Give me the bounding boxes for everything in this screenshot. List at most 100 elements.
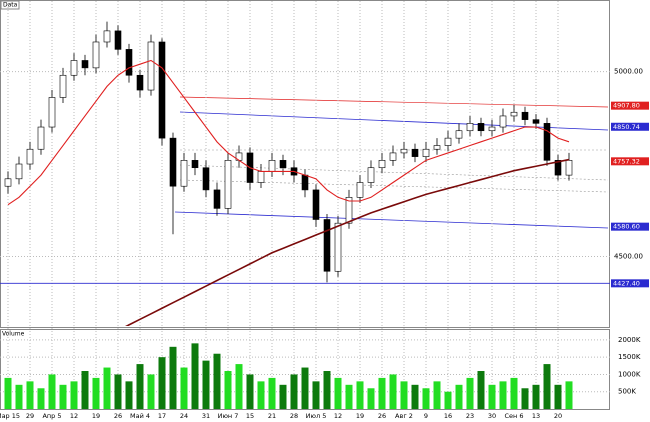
candle-body (48, 97, 56, 128)
volume-panel (0, 329, 610, 410)
volume-bar (455, 384, 463, 409)
x-tick-label: Июн 7 (218, 412, 239, 420)
candle-body (334, 222, 342, 272)
volume-bar (543, 364, 551, 409)
x-tick-label: 31 (202, 412, 210, 420)
volume-bar (224, 371, 232, 409)
candle-body (389, 152, 397, 161)
candle-body (378, 160, 386, 169)
moving-average (7, 59, 570, 206)
volume-bar (103, 367, 111, 409)
moving-average (125, 158, 570, 326)
level-label: 4850.74 (613, 123, 640, 131)
candle-body (356, 182, 364, 198)
x-tick-label: 23 (466, 412, 474, 420)
volume-bar (246, 374, 254, 409)
candle-body (202, 167, 210, 191)
volume-bar (235, 364, 243, 409)
candle-body (554, 160, 562, 176)
volume-bar (70, 381, 78, 409)
candle-body (400, 148, 408, 154)
candle-body (510, 111, 518, 117)
volume-bar (81, 371, 89, 409)
candle-body (312, 189, 320, 220)
price-plot (4, 21, 573, 326)
volume-bar (257, 381, 265, 409)
volume-bar (477, 371, 485, 409)
x-tick-label: Апр 5 (42, 412, 61, 420)
trendline (179, 179, 609, 193)
x-tick-label: 19 (92, 412, 100, 420)
candle-body (224, 160, 232, 209)
volume-bar (532, 384, 540, 409)
candle-body (191, 160, 199, 169)
x-tick-label: 9 (424, 412, 428, 420)
candle-body (279, 160, 287, 169)
volume-label: Volume (2, 331, 25, 338)
volume-bar (59, 384, 67, 409)
level-label: 4907.80 (613, 102, 640, 110)
candle-body (103, 30, 111, 43)
candle-body (433, 145, 441, 150)
volume-bar (400, 381, 408, 409)
x-tick-label: 20 (554, 412, 562, 420)
candle-body (466, 123, 474, 132)
y-tick-label: 1500K (618, 353, 641, 361)
volume-bar (4, 377, 12, 409)
candle-body (444, 137, 452, 146)
x-tick-label: 28 (290, 412, 298, 420)
candle-body (158, 41, 166, 139)
x-tick-label: 12 (70, 412, 78, 420)
x-tick-label: 21 (268, 412, 276, 420)
level-label: 4427.40 (613, 279, 640, 287)
volume-bar (323, 371, 331, 409)
candle-body (565, 160, 573, 176)
volume-bar (191, 343, 199, 409)
trendline (179, 96, 609, 108)
candle-body (268, 160, 276, 172)
candle-body (532, 119, 540, 124)
level-box (611, 101, 649, 110)
volume-bar (48, 374, 56, 409)
candle-body (521, 111, 529, 120)
candle-body (367, 167, 375, 183)
x-tick-label: 24 (180, 412, 188, 420)
volume-bar (510, 377, 518, 409)
volume-bar (147, 374, 155, 409)
x-tick-label: Июл 5 (306, 412, 327, 420)
candle-body (147, 41, 155, 91)
volume-bar (554, 384, 562, 409)
candle-body (543, 123, 551, 161)
volume-bar (125, 381, 133, 409)
level-label: 4757.32 (613, 157, 640, 165)
candle-body (136, 74, 144, 91)
x-tick-label: Май 4 (130, 412, 150, 420)
x-tick-label: Мар 15 (0, 412, 20, 420)
volume-bar (279, 384, 287, 409)
x-tick-label: 26 (378, 412, 386, 420)
volume-bar (411, 384, 419, 409)
x-tick-label: 30 (488, 412, 496, 420)
volume-bar (367, 388, 375, 409)
candle-body (37, 126, 45, 150)
volume-bar (26, 381, 34, 409)
trendline (179, 164, 609, 181)
x-tick-label: Сен 6 (505, 412, 524, 420)
level-box (611, 157, 649, 166)
candle-body (92, 41, 100, 69)
candle-body (477, 123, 485, 132)
volume-bar (422, 388, 430, 409)
volume-bar (180, 367, 188, 409)
volume-bar (345, 384, 353, 409)
candle-body (59, 74, 67, 98)
volume-bar (169, 346, 177, 409)
x-tick-label: Авг 2 (395, 412, 413, 420)
price-label-box (0, 0, 20, 10)
volume-bar (334, 377, 342, 409)
volume-bar (92, 377, 100, 409)
volume-bar (158, 357, 166, 409)
candle-body (125, 49, 133, 76)
volume-bar (290, 374, 298, 409)
candle-body (213, 189, 221, 209)
